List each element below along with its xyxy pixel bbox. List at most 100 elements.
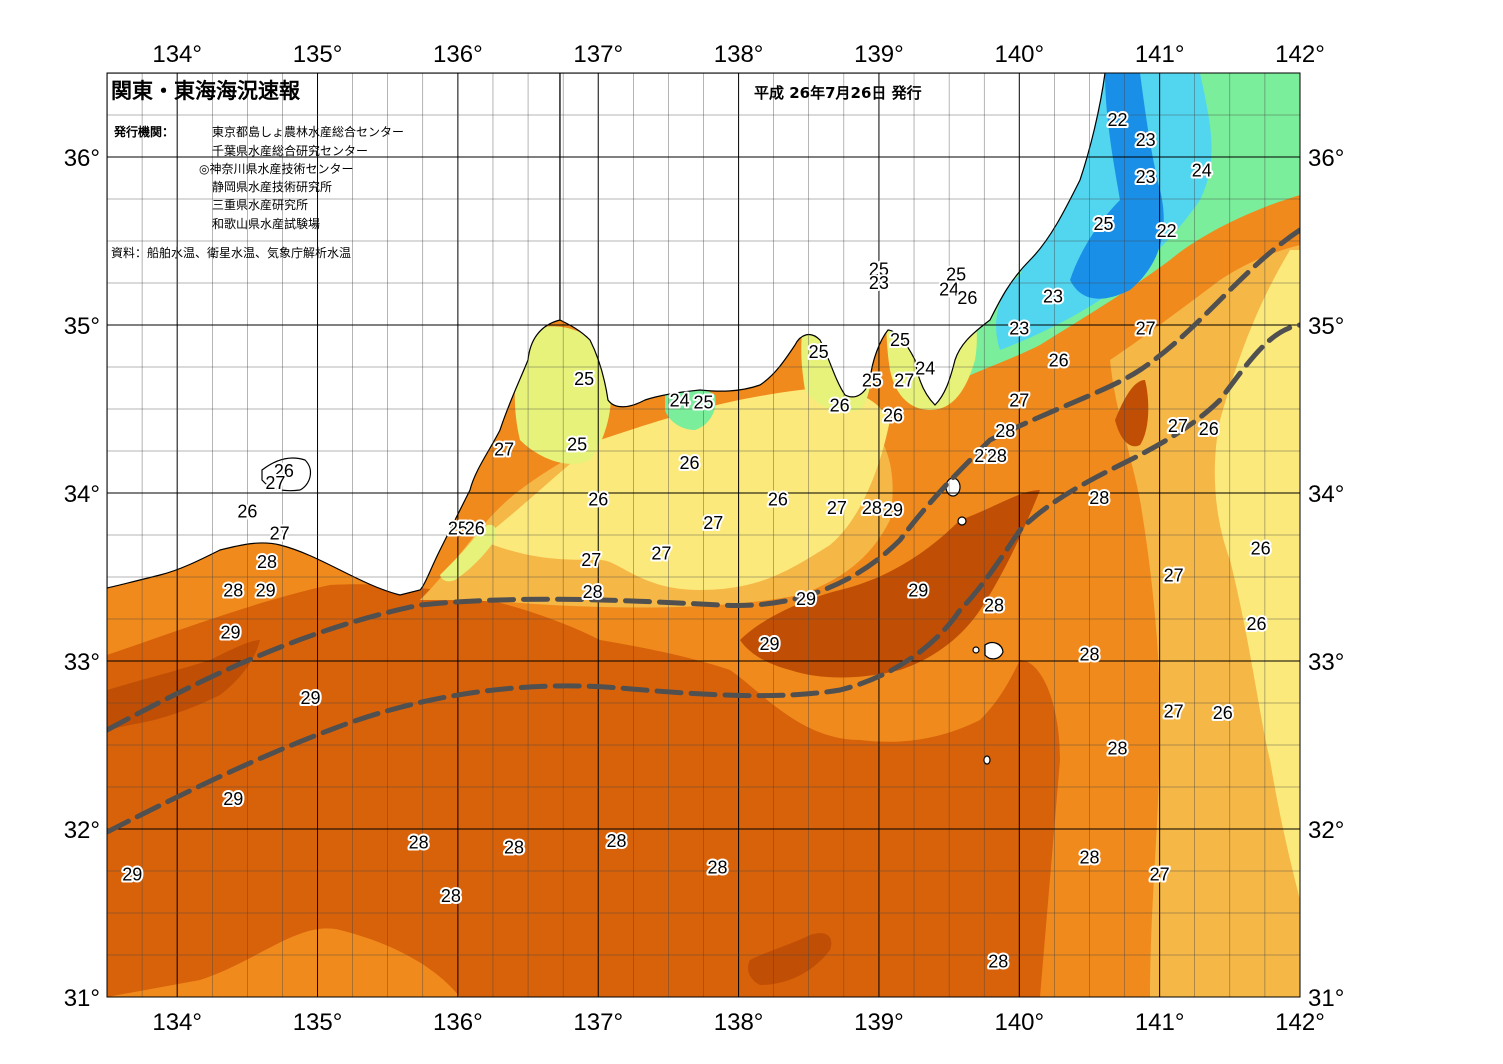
isotherm-label: 28 [1089, 488, 1109, 508]
lat-label-right: 33° [1308, 649, 1344, 676]
land-awaji-strip [261, 457, 312, 492]
lat-label-left: 31° [64, 985, 100, 1012]
isotherm-label: 27 [703, 513, 723, 533]
isotherm-label: 26 [768, 490, 788, 510]
lon-label-bottom: 135° [293, 1009, 343, 1036]
isotherm-label: 27 [1164, 565, 1184, 585]
isotherm-label: 22 [1108, 110, 1128, 130]
isotherm-label: 24 [939, 280, 959, 300]
graticule [107, 73, 1300, 997]
isotherm-label: 27 [974, 446, 994, 466]
isotherm-label: 28 [257, 552, 277, 572]
lon-label-top: 134° [152, 41, 202, 68]
isotherm-label: 27 [581, 550, 601, 570]
isotherm-label: 23 [1136, 167, 1156, 187]
isotherm-label: 29 [908, 580, 928, 600]
isotherm-label: 28 [409, 832, 429, 852]
lon-label-top: 139° [854, 41, 904, 68]
isotherm-label: 26 [1246, 614, 1266, 634]
isotherm-label: 27 [1136, 318, 1156, 338]
data-sources: 資料：船舶水温、衛星水温、気象庁解析水温 [111, 245, 351, 260]
header-block: 関東・東海海況速報 平成 26年7月26日 発行 発行機関： 東京都島しょ農林水… [111, 79, 922, 260]
isotherm-label: 27 [1009, 391, 1029, 411]
lon-label-bottom: 138° [714, 1009, 764, 1036]
lat-label-left: 32° [64, 817, 100, 844]
isotherm-label: 28 [988, 952, 1008, 972]
isotherm-label: 25 [448, 518, 468, 538]
lat-label-right: 36° [1308, 145, 1344, 172]
isotherm-label: 28 [223, 580, 243, 600]
island-mikura [972, 646, 980, 654]
isotherm-label: 29 [256, 580, 276, 600]
zone-22-coast [1070, 73, 1164, 299]
latitude-labels-left: 31° 32° 33° 34° 35° 36° [64, 145, 100, 1012]
zone-26-shelf [480, 388, 890, 590]
isotherm-label: 29 [300, 688, 320, 708]
agency-6: 和歌山県水産試験場 [212, 216, 320, 231]
zone-24-enshu [665, 387, 716, 430]
lon-label-bottom: 134° [152, 1009, 202, 1036]
agency-5: 三重県水産研究所 [212, 197, 308, 212]
isotherm-label: 24 [670, 391, 690, 411]
lon-label-top: 138° [714, 41, 764, 68]
isotherm-label: 29 [223, 789, 243, 809]
isotherm-label: 27 [651, 543, 671, 563]
isotherm-label: 28 [441, 886, 461, 906]
lon-label-bottom: 137° [573, 1009, 623, 1036]
isotherm-label: 28 [984, 596, 1004, 616]
isotherm-label: 29 [122, 864, 142, 884]
isotherm-label: 28 [862, 498, 882, 518]
lat-label-left: 34° [64, 481, 100, 508]
isotherm-label: 22 [1157, 221, 1177, 241]
isotherm-label: 29 [796, 589, 816, 609]
lon-label-bottom: 139° [854, 1009, 904, 1036]
isotherm-label: 26 [1049, 350, 1069, 370]
lon-label-top: 142° [1275, 41, 1325, 68]
isotherm-label: 25 [869, 260, 889, 280]
island-miyake [957, 516, 967, 526]
isotherm-label: 26 [465, 518, 485, 538]
isotherm-label: 25 [567, 434, 587, 454]
agency-1: 東京都島しょ農林水産総合センター [212, 124, 404, 139]
isotherm-label: 25 [946, 265, 966, 285]
lat-label-right: 35° [1308, 313, 1344, 340]
isotherm-label: 26 [237, 501, 257, 521]
isotherm-label: 25 [693, 392, 713, 412]
isotherm-label: 28 [504, 837, 524, 857]
isotherm-label: 23 [1136, 130, 1156, 150]
lon-label-top: 135° [293, 41, 343, 68]
lon-label-bottom: 140° [994, 1009, 1044, 1036]
lat-label-left: 33° [64, 649, 100, 676]
isotherm-label: 29 [759, 634, 779, 654]
isotherm-label: 29 [883, 500, 903, 520]
island-hachijo [984, 642, 1004, 660]
isotherm-label: 28 [1079, 848, 1099, 868]
land-shikoku-honshu-west [107, 73, 561, 596]
land-mass [107, 73, 1106, 596]
isotherm-label: 26 [830, 396, 850, 416]
isotherm-label: 26 [883, 406, 903, 426]
isotherm-label: 25 [890, 330, 910, 350]
lon-label-top: 140° [994, 41, 1044, 68]
isotherm-label: 25 [809, 342, 829, 362]
isotherm-label: 25 [574, 369, 594, 389]
isotherm-label: 26 [1251, 538, 1271, 558]
agencies-label: 発行機関： [113, 124, 174, 139]
agency-4: 静岡県水産技術研究所 [212, 179, 332, 194]
isotherm-label: 27 [1150, 864, 1170, 884]
lat-label-left: 36° [64, 145, 100, 172]
isotherm-label: 26 [679, 453, 699, 473]
isotherm-label: 28 [606, 831, 626, 851]
isotherm-label: 26 [1213, 703, 1233, 723]
isotherm-label: 27 [265, 473, 285, 493]
latitude-labels-right: 31° 32° 33° 34° 35° 36° [1308, 145, 1344, 1012]
issue-date: 平成 26年7月26日 発行 [754, 84, 922, 102]
lat-label-right: 32° [1308, 817, 1344, 844]
isotherm-label: 28 [987, 446, 1007, 466]
isotherm-label: 28 [995, 421, 1015, 441]
isotherm-label: 26 [588, 490, 608, 510]
lat-label-right: 31° [1308, 985, 1344, 1012]
isotherm-label: 29 [220, 622, 240, 642]
